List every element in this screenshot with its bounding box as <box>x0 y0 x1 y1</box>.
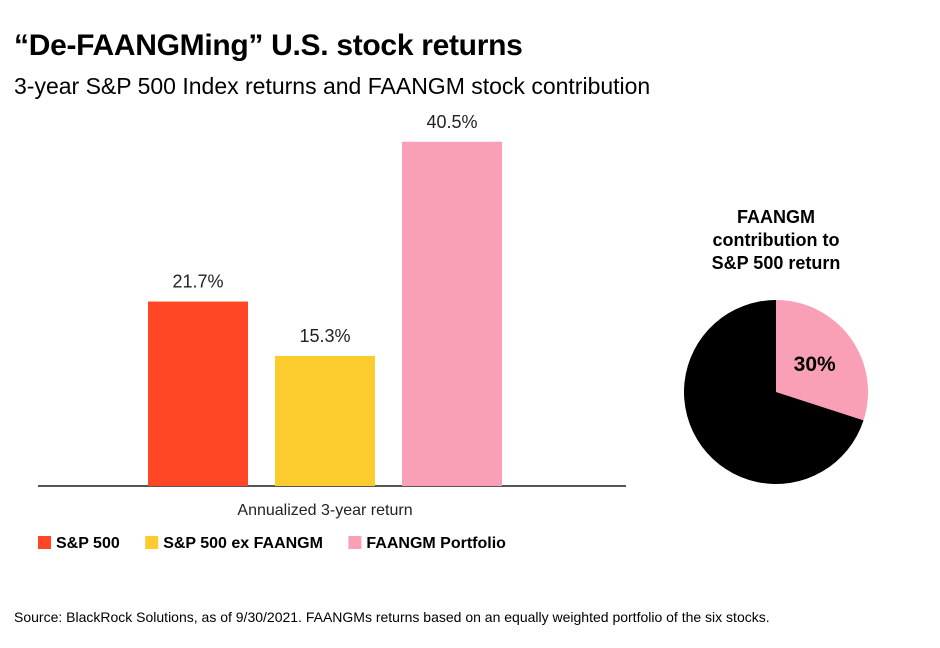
legend-swatch <box>38 536 51 549</box>
legend-label: FAANGM Portfolio <box>366 535 506 552</box>
legend-label: S&P 500 ex FAANGM <box>163 535 323 552</box>
pie-title: FAANGM contribution to S&P 500 return <box>712 207 841 273</box>
bar-value-label: 15.3% <box>299 326 350 346</box>
bar-3 <box>402 141 502 486</box>
chart-subtitle: 3-year S&P 500 Index returns and FAANGM … <box>14 73 651 99</box>
pie-slice-other <box>684 300 864 484</box>
pie-slice-faangm <box>776 300 869 421</box>
bar-value-label: 40.5% <box>426 112 477 132</box>
pie-chart: 30% <box>684 300 869 484</box>
pie-title-line: contribution to <box>713 230 840 250</box>
source-footnote: Source: BlackRock Solutions, as of 9/30/… <box>14 609 770 625</box>
bar-value-label: 21.7% <box>172 272 223 292</box>
bar-2 <box>275 355 375 486</box>
legend-label: S&P 500 <box>56 535 120 552</box>
legend-swatch <box>145 536 159 549</box>
pie-slice-label: 30% <box>794 353 836 376</box>
bar-1 <box>148 301 248 486</box>
pie-title-line: FAANGM <box>737 207 815 227</box>
bar-value-labels: 21.7% 15.3% 40.5% <box>172 112 477 346</box>
legend: S&P 500 S&P 500 ex FAANGM FAANGM Portfolio <box>38 535 506 552</box>
legend-swatch <box>348 536 362 549</box>
pie-title-line: S&P 500 return <box>712 253 841 273</box>
chart-figure: 21.7% 15.3% 40.5% Annualized 3-year return… <box>38 112 869 552</box>
chart-title: “De-FAANGMing” U.S. stock returns <box>14 29 523 62</box>
bars-group <box>148 141 502 486</box>
x-axis-label: Annualized 3-year return <box>237 502 412 519</box>
